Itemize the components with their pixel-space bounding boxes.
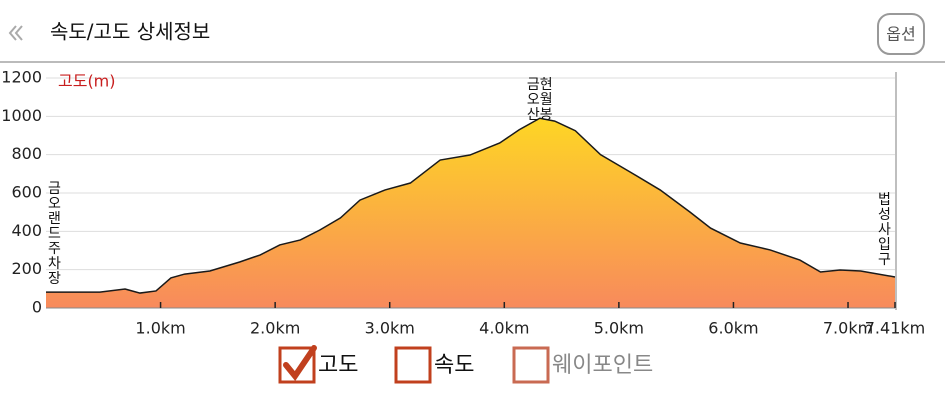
y-tick-label: 1200 — [1, 68, 42, 87]
legend-item[interactable]: 웨이포인트 — [512, 346, 653, 384]
y-tick-label: 0 — [32, 298, 42, 317]
y-tick-label: 400 — [11, 221, 42, 240]
legend-label[interactable]: 고도 — [318, 353, 358, 378]
annotation: 금오랜드주차장 — [48, 181, 61, 287]
legend-label[interactable]: 속도 — [434, 353, 474, 378]
checkbox[interactable] — [394, 346, 432, 384]
legend-label[interactable]: 웨이포인트 — [552, 353, 653, 378]
checkmark — [283, 345, 317, 382]
annotation: 금현오월산봉 — [526, 77, 553, 123]
x-tick-label: 6.0km — [708, 319, 758, 338]
elevation-area — [46, 118, 895, 308]
x-tick-label: 7.0km — [823, 319, 873, 338]
legend-item[interactable]: 고도 — [278, 345, 358, 384]
x-tick-label: 4.0km — [479, 319, 529, 338]
y-tick-label: 600 — [11, 183, 42, 202]
x-tick-label: 1.0km — [135, 319, 185, 338]
legend-item[interactable]: 속도 — [394, 346, 474, 384]
x-tick-label: 2.0km — [250, 319, 300, 338]
elevation-line — [46, 117, 896, 294]
x-tick-label: 5.0km — [594, 319, 644, 338]
header — [0, 0, 945, 62]
y-tick-label: 800 — [11, 144, 42, 163]
x-tick-label: 3.0km — [365, 319, 415, 338]
checkbox[interactable] — [512, 346, 550, 384]
x-tick-label: 7.41km — [865, 319, 925, 338]
y-axis-label: 고도(m) — [58, 72, 116, 91]
y-tick-label: 200 — [11, 259, 42, 278]
annotation: 법성사입구 — [878, 192, 891, 268]
back-button[interactable] — [8, 25, 23, 41]
options-label[interactable]: 옵션 — [886, 25, 915, 44]
options-button[interactable] — [877, 13, 925, 55]
y-tick-label: 1000 — [1, 106, 42, 125]
page-title: 속도/고도 상세정보 — [50, 20, 210, 44]
